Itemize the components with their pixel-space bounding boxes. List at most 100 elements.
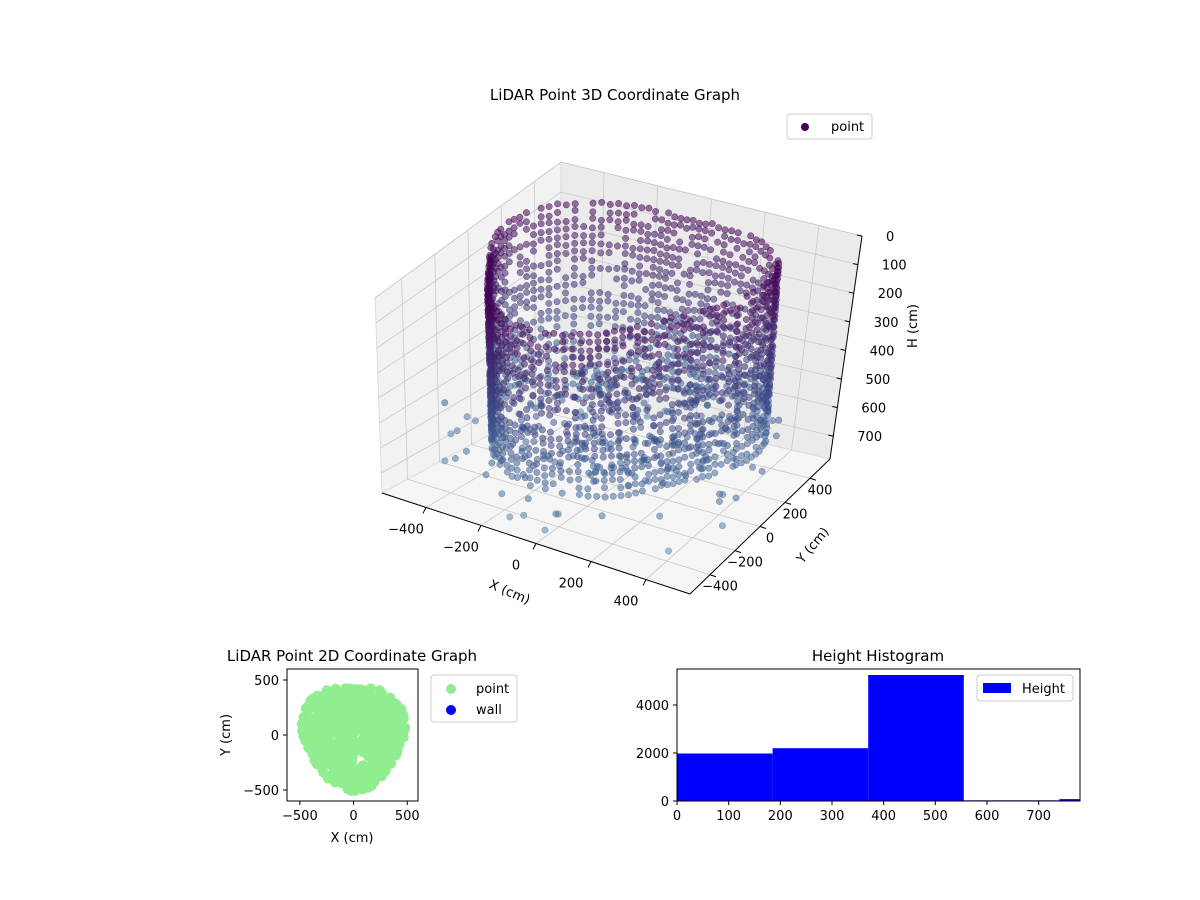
data-point-3d — [744, 433, 751, 441]
data-point-2d — [348, 772, 358, 783]
data-point-3d — [693, 435, 701, 443]
data-point-3d — [661, 331, 669, 339]
data-point-3d — [611, 336, 619, 344]
data-point-3d — [664, 219, 672, 227]
data-point-3d — [693, 364, 701, 371]
data-point-3d — [612, 374, 620, 382]
data-point-3d — [651, 215, 659, 223]
data-point-3d — [674, 279, 681, 287]
data-point-3d — [695, 233, 703, 241]
data-point-3d — [693, 475, 701, 483]
data-point-3d — [699, 346, 707, 354]
data-point-3d — [622, 211, 630, 219]
data-point-3d — [729, 454, 737, 462]
data-point-3d — [636, 418, 644, 426]
data-point-3d — [710, 295, 718, 303]
data-point-3d — [559, 338, 567, 346]
data-point-3d — [570, 295, 578, 303]
data-point-3d — [545, 276, 553, 284]
data-point-3d — [697, 300, 705, 308]
data-point-3d — [556, 442, 564, 450]
data-point-3d — [579, 254, 587, 262]
data-point-3d — [641, 336, 649, 344]
data-point-3d — [589, 199, 597, 207]
data-point-3d — [634, 339, 642, 346]
data-point-3d — [647, 313, 655, 321]
data-point-3d — [592, 468, 599, 476]
data-point-3d — [536, 380, 544, 388]
data-point-3d — [548, 449, 556, 457]
data-point-2d — [332, 753, 343, 763]
z-tick-3d — [840, 348, 846, 351]
data-point-3d — [574, 453, 581, 461]
data-point-3d — [565, 453, 573, 461]
y-tick-label-3d: 0 — [766, 532, 774, 547]
data-point-3d — [756, 362, 764, 369]
data-point-3d — [762, 251, 770, 259]
data-point-3d — [548, 470, 556, 478]
data-point-3d — [569, 361, 577, 369]
data-point-3d — [724, 442, 731, 449]
data-point-3d — [727, 306, 734, 314]
data-point-3d — [553, 226, 561, 234]
data-point-3d — [570, 272, 578, 280]
data-point-3d — [725, 378, 733, 386]
data-point-3d — [598, 414, 605, 422]
data-point-2d — [363, 776, 374, 787]
data-point-3d — [705, 464, 713, 472]
data-point-3d — [644, 462, 652, 470]
data-point-3d — [584, 492, 592, 500]
data-point-3d — [686, 272, 694, 280]
data-point-3d — [567, 332, 575, 340]
z-tick-label-3d: 600 — [861, 402, 886, 417]
data-point-3d — [581, 430, 589, 438]
data-point-3d — [724, 401, 732, 409]
data-point-3d — [507, 455, 515, 463]
data-point-3d — [649, 374, 657, 382]
data-point-3d — [600, 476, 608, 484]
data-point-3d — [660, 306, 668, 314]
data-point-3d — [612, 359, 620, 367]
data-point-3d — [530, 295, 538, 303]
data-point-3d — [629, 251, 637, 259]
data-point-3d — [711, 460, 719, 468]
data-point-3d — [700, 243, 708, 251]
data-point-3d — [687, 403, 694, 411]
data-point-3d — [627, 292, 635, 300]
data-point-3d — [721, 232, 729, 240]
data-point-3d — [582, 445, 590, 453]
data-point-3d — [641, 353, 649, 360]
data-point-3d — [530, 304, 538, 311]
data-point-3d — [754, 279, 762, 287]
data-point-3d — [611, 344, 619, 352]
data-point-3d — [517, 427, 525, 435]
data-point-3d — [574, 468, 582, 475]
data-point-3d — [615, 444, 623, 452]
data-point-3d — [609, 476, 616, 484]
data-point-3d — [718, 272, 726, 280]
data-point-3d — [523, 304, 531, 311]
data-point-3d — [656, 421, 664, 429]
data-point-3d — [721, 226, 729, 234]
data-point-3d — [728, 227, 736, 235]
data-point-3d — [595, 320, 603, 328]
data-point-3d — [608, 469, 616, 477]
data-point-3d — [492, 420, 500, 427]
data-point-3d — [686, 280, 694, 288]
data-point-3d — [694, 242, 702, 250]
data-point-3d — [547, 435, 555, 443]
data-point-3d — [564, 431, 572, 439]
data-point-2d — [323, 759, 334, 770]
data-point-3d — [557, 473, 565, 481]
data-point-3d — [657, 467, 665, 475]
data-point-3d — [699, 386, 707, 394]
data-point-3d — [748, 314, 756, 322]
data-point-3d — [493, 441, 501, 449]
data-point-3d — [553, 307, 561, 315]
data-point-3d — [608, 461, 616, 469]
data-point-3d — [597, 400, 605, 408]
data-point-3d — [541, 472, 549, 480]
data-point-3d — [663, 442, 671, 450]
data-point-3d — [742, 325, 750, 333]
data-point-3d — [706, 260, 714, 268]
